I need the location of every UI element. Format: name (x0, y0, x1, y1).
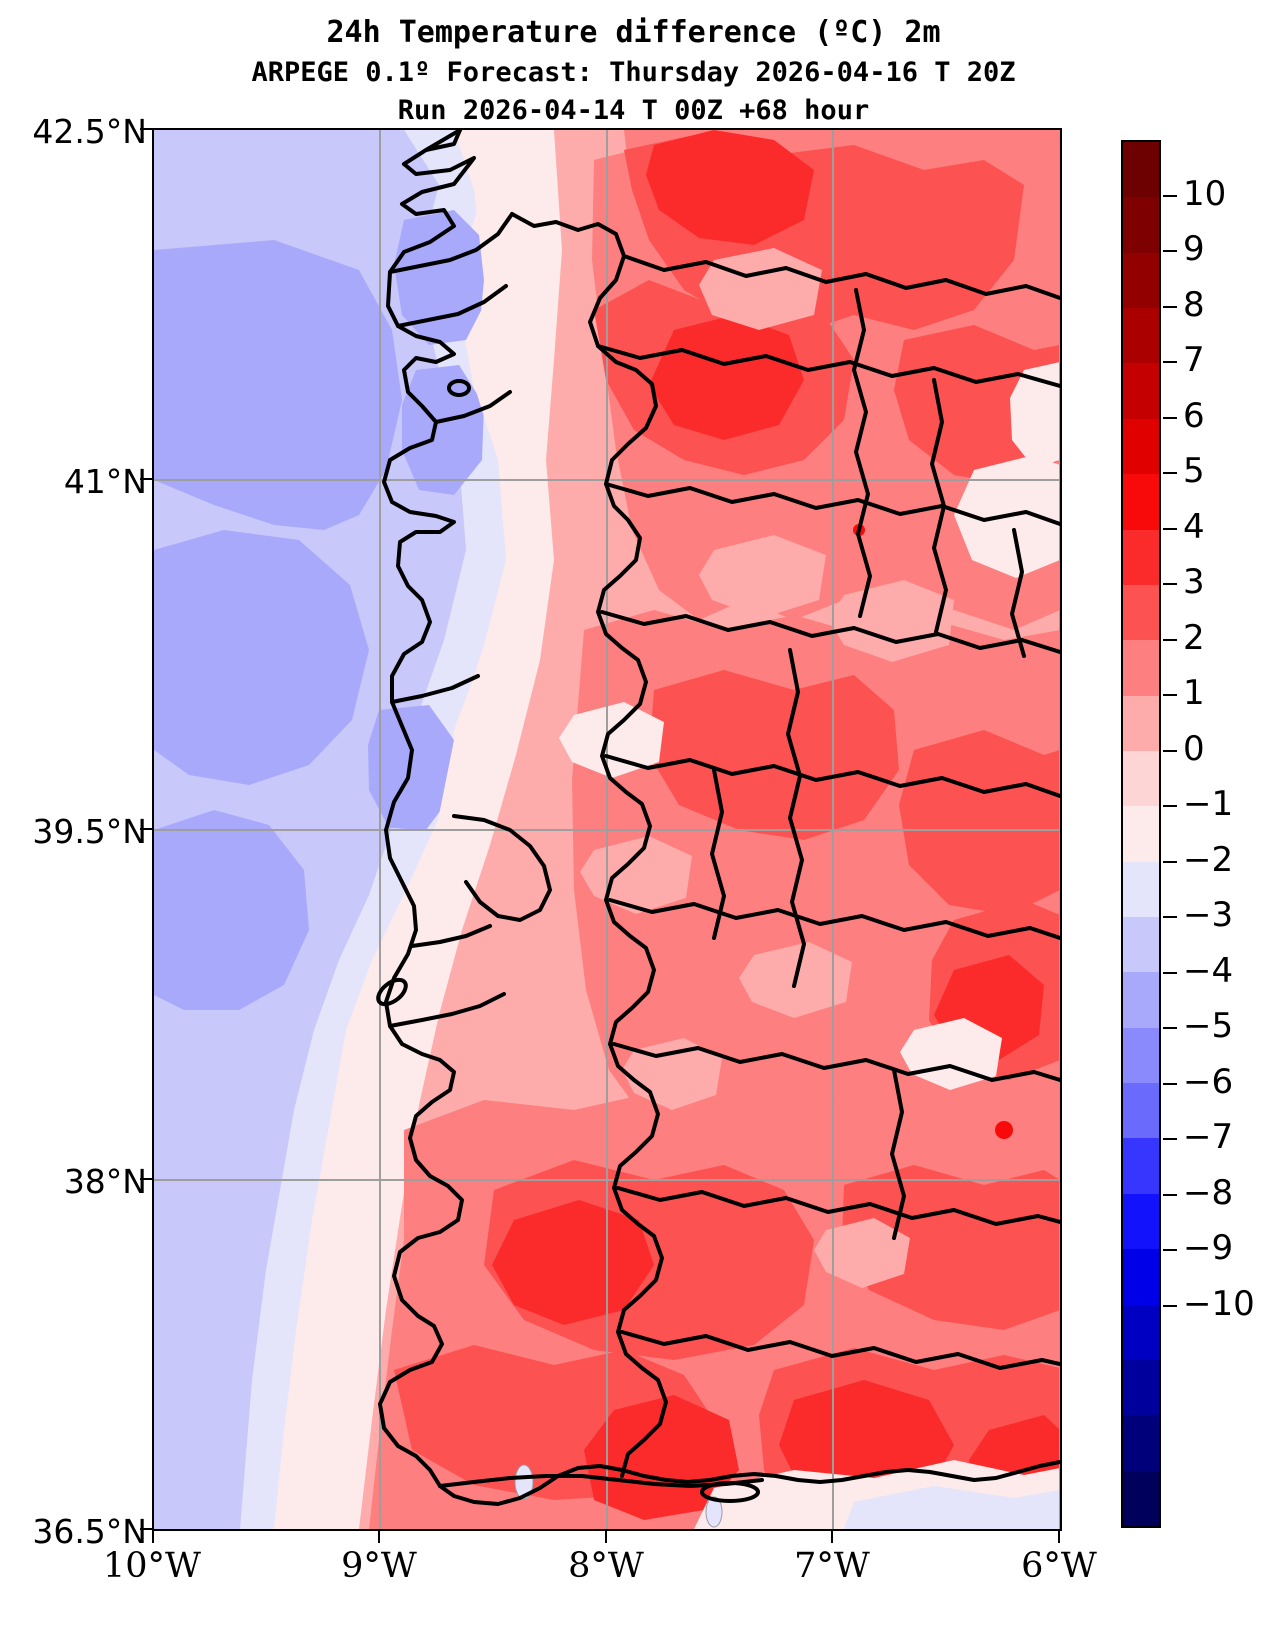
colorbar-tick-mark-4 (1163, 417, 1177, 419)
xtick-label-7w: 7°W (794, 1546, 870, 1586)
ytick-label-39-5: 39.5°N (32, 812, 147, 851)
colorbar-swatch-6 (1123, 474, 1159, 530)
colorbar-tick-mark-9 (1163, 694, 1177, 696)
colorbar-swatch-14 (1123, 917, 1159, 973)
colorbar-swatch-11 (1123, 750, 1159, 807)
colorbar-tick-label-18: −8 (1183, 1173, 1234, 1213)
colorbar-swatch-21 (1123, 1304, 1159, 1360)
ytick-mark-42-5 (140, 128, 153, 130)
colorbar-tick-label-6: 4 (1183, 507, 1205, 547)
ytick-mark-39-5 (140, 828, 153, 830)
colorbar-swatch-0 (1123, 142, 1159, 198)
colorbar-tick-label-17: −7 (1183, 1117, 1234, 1157)
colorbar-swatch-18 (1123, 1138, 1159, 1194)
colorbar-swatch-7 (1123, 529, 1159, 585)
ytick-label-36-5: 36.5°N (32, 1512, 147, 1551)
map-plot-area (152, 128, 1062, 1531)
colorbar-tick-label-4: 6 (1183, 396, 1205, 436)
colorbar-tick-mark-10 (1163, 750, 1177, 752)
chart-title-block: 24h Temperature difference (ºC) 2m ARPEG… (0, 0, 1267, 130)
colorbar-tick-label-5: 5 (1183, 451, 1205, 491)
colorbar-tick-label-14: −4 (1183, 951, 1234, 991)
temperature-difference-contour-map (154, 130, 1060, 1529)
ytick-mark-41 (140, 478, 153, 480)
colorbar-swatch-24 (1123, 1470, 1159, 1526)
ytick-mark-36-5 (140, 1528, 153, 1530)
colorbar-swatch-22 (1123, 1359, 1159, 1416)
colorbar-tick-label-2: 8 (1183, 285, 1205, 325)
colorbar-swatch-10 (1123, 695, 1159, 751)
colorbar-tick-mark-20 (1163, 1305, 1177, 1307)
colorbar (1121, 140, 1161, 1528)
run-subtitle: Run 2026-04-14 T 00Z +68 hour (397, 95, 870, 126)
colorbar-swatch-20 (1123, 1249, 1159, 1305)
colorbar-tick-mark-7 (1163, 583, 1177, 585)
colorbar-tick-label-11: −1 (1183, 784, 1234, 824)
colorbar-swatch-12 (1123, 806, 1159, 862)
colorbar-tick-mark-1 (1163, 250, 1177, 252)
colorbar-tick-label-19: −9 (1183, 1228, 1234, 1268)
xtick-mark-10w (152, 1530, 154, 1543)
colorbar-swatch-17 (1123, 1083, 1159, 1139)
colorbar-tick-label-9: 1 (1183, 673, 1205, 713)
colorbar-swatch-13 (1123, 861, 1159, 918)
xtick-label-6w: 6°W (1021, 1546, 1097, 1586)
coastline-and-borders (376, 130, 1060, 1506)
xtick-mark-7w (831, 1530, 833, 1543)
colorbar-tick-mark-13 (1163, 916, 1177, 918)
colorbar-tick-mark-0 (1163, 195, 1177, 197)
colorbar-swatch-3 (1123, 308, 1159, 364)
xtick-label-8w: 8°W (568, 1546, 644, 1586)
ytick-label-41: 41°N (63, 462, 147, 501)
ytick-mark-38 (140, 1178, 153, 1180)
colorbar-tick-mark-19 (1163, 1249, 1177, 1251)
page-title: 24h Temperature difference (ºC) 2m (326, 15, 941, 50)
colorbar-swatch-23 (1123, 1415, 1159, 1471)
xtick-label-9w: 9°W (341, 1546, 417, 1586)
colorbar-tick-mark-2 (1163, 306, 1177, 308)
colorbar-tick-mark-14 (1163, 972, 1177, 974)
colorbar-swatch-8 (1123, 584, 1159, 641)
colorbar-swatch-4 (1123, 363, 1159, 419)
colorbar-tick-mark-3 (1163, 361, 1177, 363)
colorbar-tick-mark-12 (1163, 861, 1177, 863)
xtick-mark-8w (605, 1530, 607, 1543)
colorbar-swatch-5 (1123, 418, 1159, 475)
colorbar-tick-mark-18 (1163, 1194, 1177, 1196)
colorbar-swatch-16 (1123, 1027, 1159, 1084)
colorbar-swatch-2 (1123, 252, 1159, 309)
colorbar-swatch-9 (1123, 640, 1159, 696)
xtick-mark-9w (378, 1530, 380, 1543)
colorbar-tick-label-20: −10 (1183, 1284, 1255, 1324)
colorbar-tick-label-15: −5 (1183, 1006, 1234, 1046)
forecast-subtitle: ARPEGE 0.1º Forecast: Thursday 2026-04-1… (251, 57, 1016, 88)
colorbar-tick-label-1: 9 (1183, 229, 1205, 269)
xtick-mark-6w (1058, 1530, 1060, 1543)
colorbar-tick-label-13: −3 (1183, 895, 1234, 935)
ytick-label-42-5: 42.5°N (32, 112, 147, 151)
colorbar-tick-mark-6 (1163, 528, 1177, 530)
colorbar-tick-mark-15 (1163, 1027, 1177, 1029)
colorbar-tick-mark-11 (1163, 805, 1177, 807)
colorbar-swatch-15 (1123, 972, 1159, 1028)
colorbar-tick-label-3: 7 (1183, 340, 1205, 380)
colorbar-tick-mark-17 (1163, 1138, 1177, 1140)
colorbar-tick-label-10: 0 (1183, 729, 1205, 769)
xtick-label-10w: 10°W (102, 1546, 201, 1586)
colorbar-tick-label-16: −6 (1183, 1062, 1234, 1102)
colorbar-tick-mark-8 (1163, 639, 1177, 641)
colorbar-tick-label-0: 10 (1183, 174, 1227, 214)
ytick-label-38: 38°N (63, 1162, 147, 1201)
colorbar-tick-label-12: −2 (1183, 840, 1234, 880)
colorbar-tick-mark-5 (1163, 472, 1177, 474)
colorbar-swatch-19 (1123, 1193, 1159, 1250)
colorbar-swatch-1 (1123, 197, 1159, 253)
colorbar-tick-mark-16 (1163, 1083, 1177, 1085)
colorbar-tick-label-8: 2 (1183, 618, 1205, 658)
colorbar-tick-label-7: 3 (1183, 562, 1205, 602)
